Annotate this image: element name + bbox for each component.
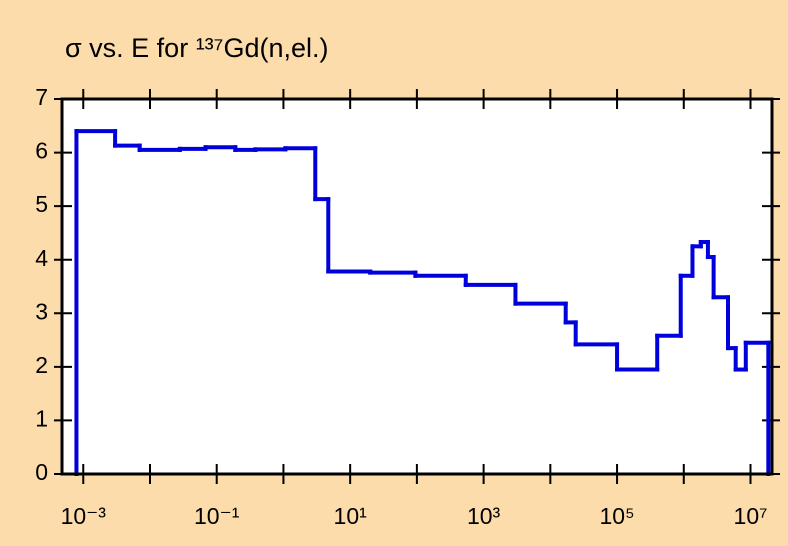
- y-tick-label: 0: [35, 459, 48, 485]
- y-tick-label: 6: [35, 138, 48, 164]
- x-tick-label: 10⁻¹: [194, 503, 240, 529]
- x-tick-label: 10³: [467, 503, 501, 529]
- chart-title: σ vs. E for ¹³⁷Gd(n,el.): [65, 33, 328, 63]
- plot-area: [62, 99, 772, 474]
- x-tick-label: 10⁷: [734, 503, 768, 529]
- x-tick-label: 10¹: [334, 503, 368, 529]
- y-tick-label: 3: [35, 298, 48, 324]
- x-tick-label: 10⁻³: [61, 503, 107, 529]
- y-tick-label: 1: [35, 406, 48, 432]
- y-tick-label: 7: [35, 84, 48, 110]
- plot-frame: [60, 97, 774, 476]
- y-tick-label: 5: [35, 191, 48, 217]
- y-tick-label: 4: [35, 245, 48, 271]
- y-tick-label: 2: [35, 352, 48, 378]
- x-tick-label: 10⁵: [599, 503, 634, 529]
